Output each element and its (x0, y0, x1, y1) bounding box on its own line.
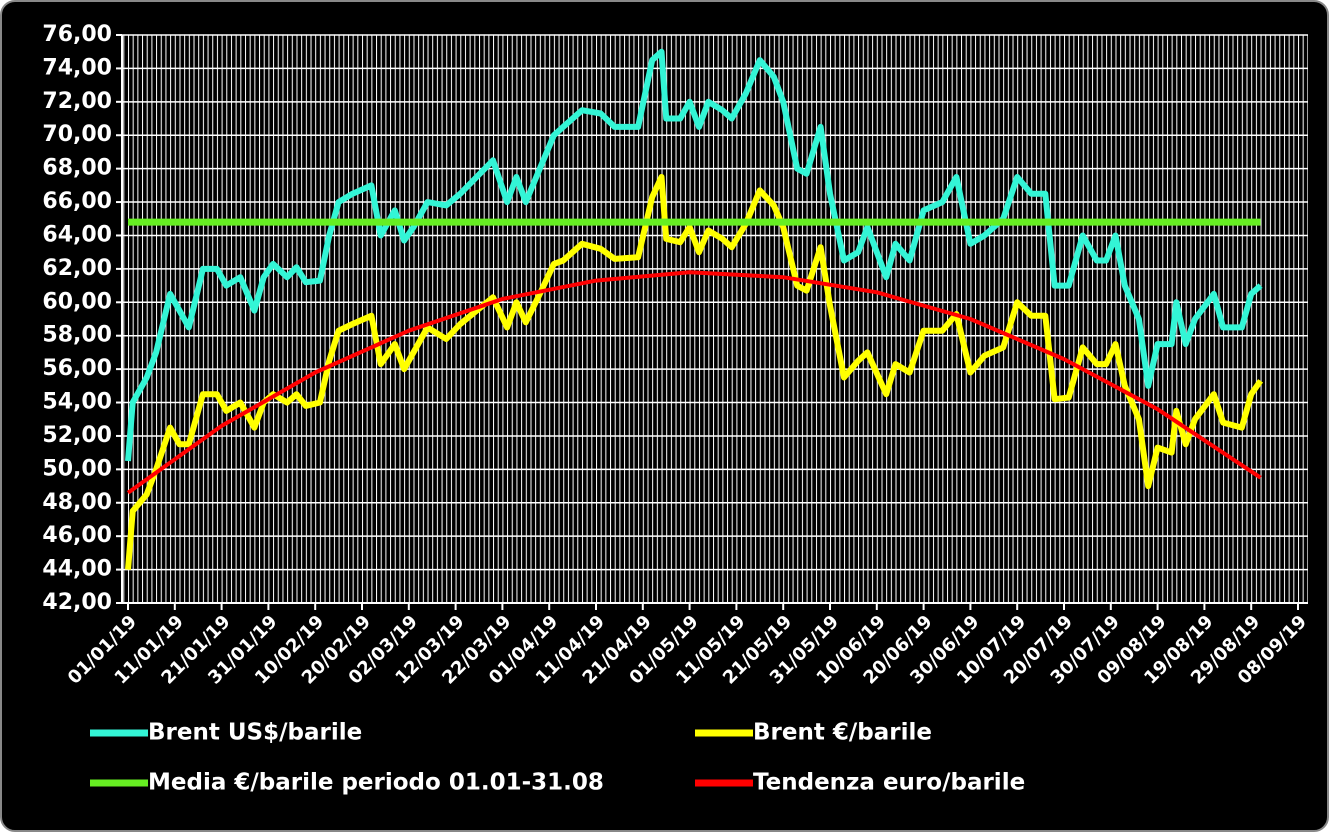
y-tick-label: 46,00 (42, 523, 112, 548)
y-tick-label: 54,00 (42, 390, 112, 415)
y-tick-label: 58,00 (42, 323, 112, 348)
y-tick-label: 52,00 (42, 423, 112, 448)
legend-label: Tendenza euro/barile (753, 770, 1025, 796)
y-tick-label: 56,00 (42, 356, 112, 381)
y-tick-label: 68,00 (42, 156, 112, 181)
y-tick-label: 62,00 (42, 256, 112, 281)
series-line (125, 174, 1264, 570)
y-tick-label: 70,00 (42, 122, 112, 147)
y-tick-label: 60,00 (42, 289, 112, 314)
y-tick-label: 42,00 (42, 590, 112, 615)
y-tick-label: 48,00 (42, 490, 112, 515)
legend-label: Brent US$/barile (148, 720, 362, 746)
series-line (125, 48, 1263, 462)
y-tick-label: 76,00 (42, 22, 112, 47)
y-tick-label: 64,00 (42, 222, 112, 247)
plot-area (122, 35, 1308, 603)
y-tick-label: 50,00 (42, 456, 112, 481)
series-line (126, 270, 1262, 495)
legend-label: Brent €/barile (753, 720, 932, 746)
y-tick-label: 44,00 (42, 557, 112, 582)
y-tick-label: 66,00 (42, 189, 112, 214)
y-tick-label: 72,00 (42, 89, 112, 114)
y-tick-label: 74,00 (42, 55, 112, 80)
legend-label: Media €/barile periodo 01.01-31.08 (148, 770, 604, 796)
